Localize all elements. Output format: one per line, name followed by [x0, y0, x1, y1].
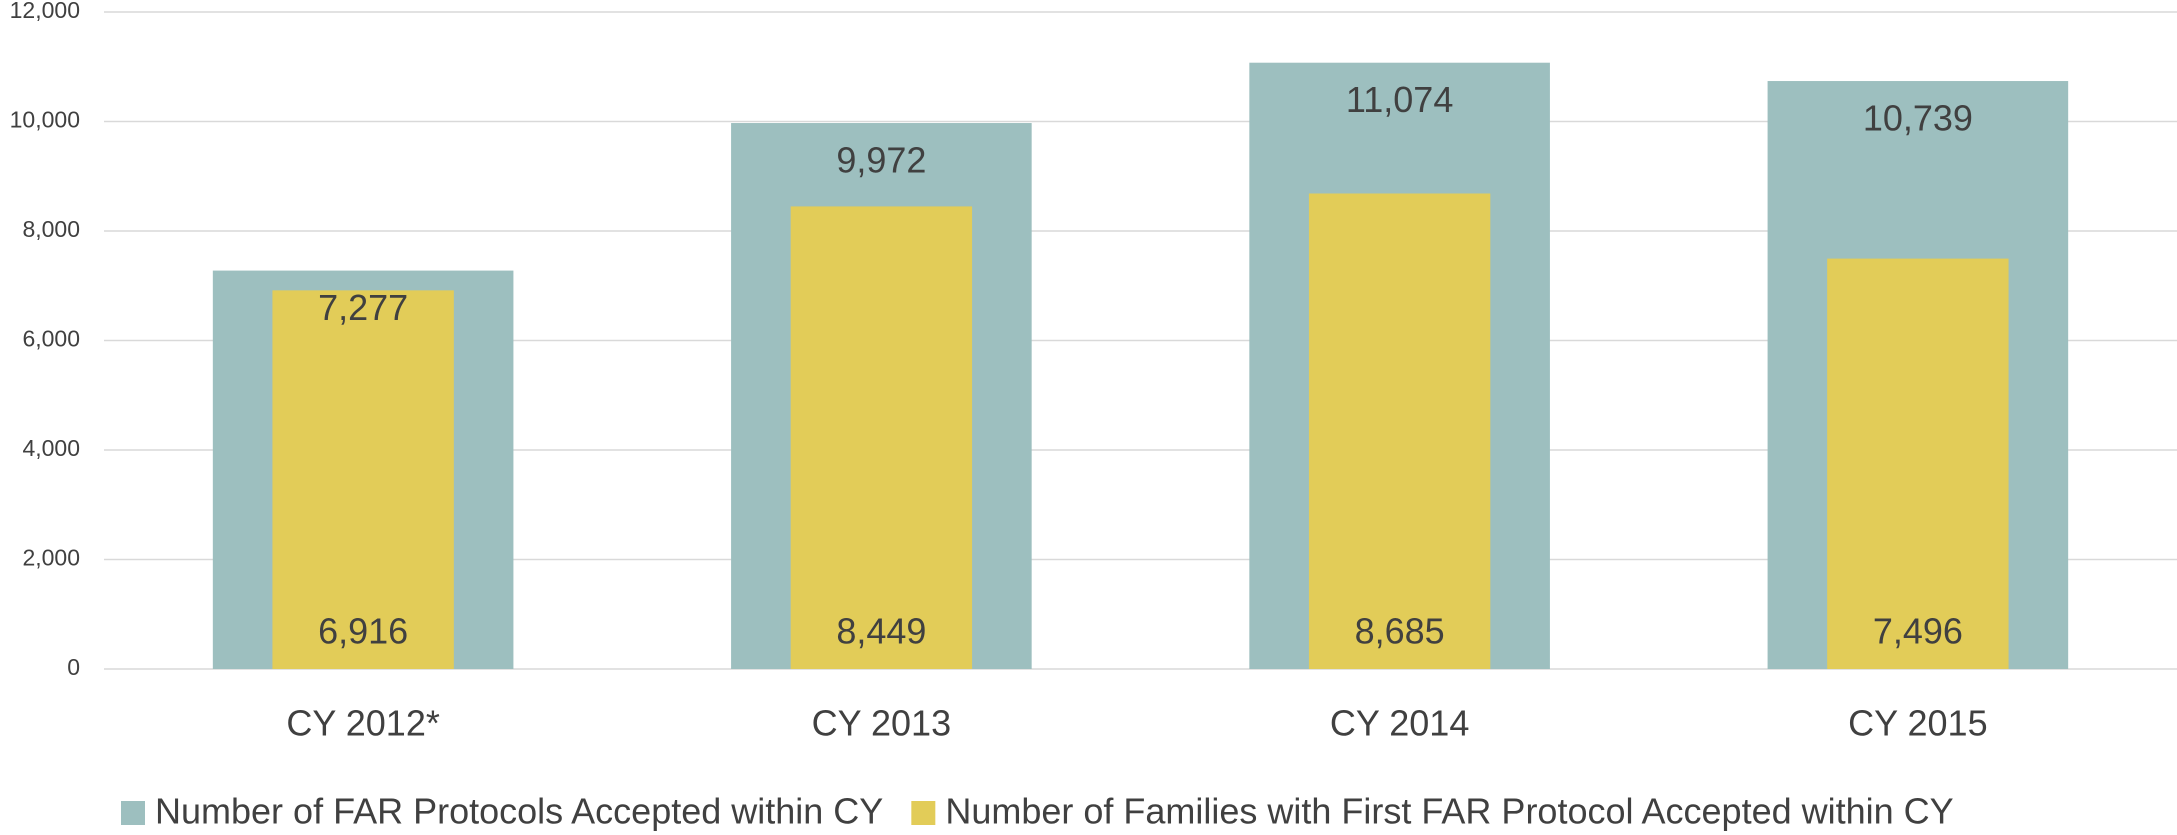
y-tick-label: 10,000 [10, 107, 80, 133]
y-tick-label: 0 [67, 654, 80, 680]
y-tick-label: 2,000 [22, 545, 80, 571]
x-tick-label: CY 2015 [1848, 703, 1987, 744]
bar [1308, 193, 1491, 669]
x-tick-label: CY 2012* [286, 703, 439, 744]
value-label: 8,449 [836, 611, 926, 652]
bar [272, 290, 454, 669]
value-label: 9,972 [836, 140, 926, 181]
bar [790, 206, 973, 670]
x-tick-label: CY 2014 [1330, 703, 1469, 744]
x-tick-label: CY 2013 [812, 703, 951, 744]
value-label: 10,739 [1863, 98, 1973, 139]
legend-label: Number of FAR Protocols Accepted within … [155, 791, 883, 832]
y-tick-label: 12,000 [10, 0, 80, 23]
legend-swatch [911, 801, 936, 825]
value-label: 6,916 [318, 611, 408, 652]
value-label: 7,277 [318, 287, 408, 328]
y-tick-label: 4,000 [22, 435, 80, 461]
value-label: 8,685 [1355, 611, 1445, 652]
legend-label: Number of Families with First FAR Protoc… [945, 791, 1953, 832]
y-tick-label: 6,000 [22, 326, 80, 352]
value-label: 7,496 [1873, 611, 1963, 652]
y-tick-label: 8,000 [22, 216, 80, 242]
value-label: 11,074 [1346, 79, 1453, 120]
bar [1827, 258, 2009, 669]
legend-swatch [121, 801, 145, 825]
